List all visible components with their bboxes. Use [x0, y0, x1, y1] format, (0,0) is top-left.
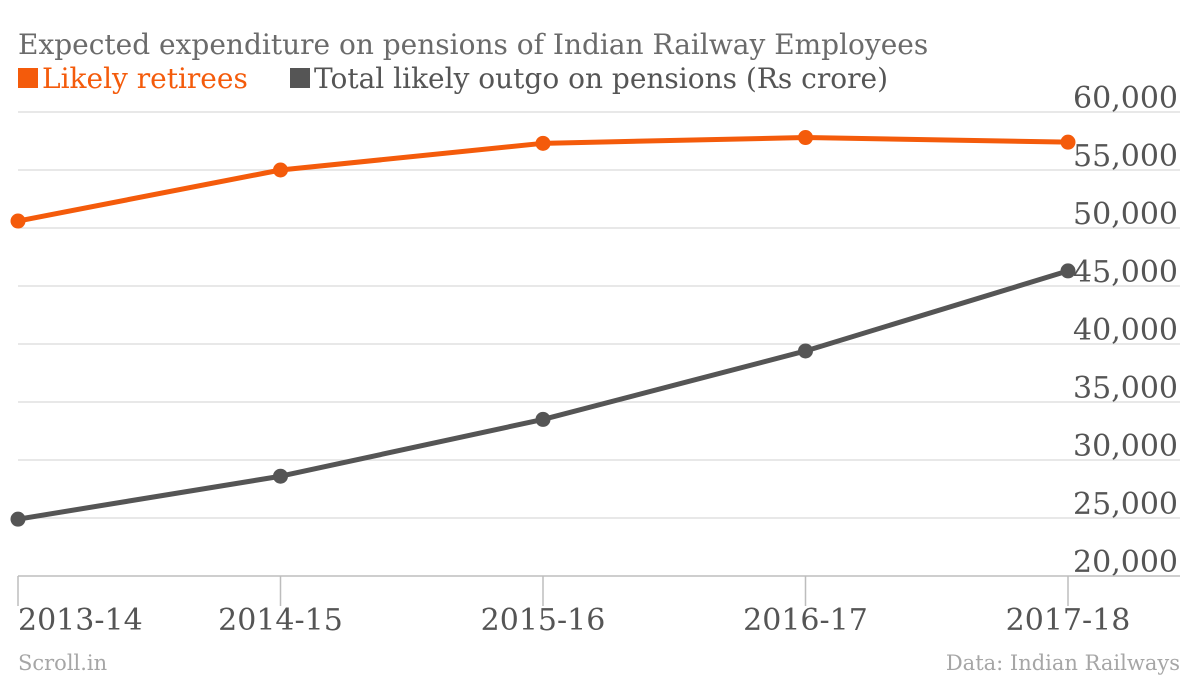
source-label: Data: Indian Railways: [946, 651, 1180, 675]
y-tick-label: 40,000: [1073, 313, 1178, 348]
legend-label-outgo: Total likely outgo on pensions (Rs crore…: [314, 62, 888, 95]
series-line-outgo: [15, 268, 1071, 522]
data-point-outgo: [798, 343, 813, 359]
x-tick-label: 2013-14: [18, 603, 143, 638]
data-point-retirees: [10, 213, 26, 229]
chart-title: Expected expenditure on pensions of Indi…: [18, 28, 928, 61]
y-tick-label: 55,000: [1073, 139, 1178, 174]
data-point-outgo: [535, 411, 551, 427]
y-tick-label: 35,000: [1073, 371, 1178, 406]
x-axis: 2013-14 2014-15 2015-16 2016-17 2017-18: [17, 575, 1180, 638]
legend: Likely retirees Total likely outgo on pe…: [18, 62, 888, 95]
y-tick-label: 30,000: [1073, 429, 1178, 464]
y-tick-label: 20,000: [1073, 545, 1178, 580]
data-point-outgo: [273, 468, 288, 484]
gridlines: [18, 111, 1180, 519]
y-tick-label: 60,000: [1073, 81, 1178, 116]
data-point-outgo: [1060, 263, 1076, 279]
x-tick-label: 2017-18: [1006, 603, 1131, 638]
legend-swatch-retirees: [18, 68, 38, 88]
credit-label: Scroll.in: [18, 651, 107, 675]
y-tick-label: 50,000: [1073, 197, 1178, 232]
series: [10, 130, 1076, 527]
x-tick-label: 2016-17: [743, 603, 868, 638]
data-point-retirees: [273, 162, 288, 178]
data-point-outgo: [10, 511, 26, 527]
legend-swatch-outgo: [290, 68, 310, 88]
data-point-retirees: [535, 135, 551, 151]
data-point-retirees: [798, 130, 813, 146]
data-point-retirees: [1060, 134, 1076, 150]
x-tick-label: 2014-15: [218, 603, 343, 638]
y-axis-tick-labels: 20,000 25,000 30,000 35,000 40,000 45,000 50,0…: [1073, 81, 1178, 580]
y-tick-label: 45,000: [1073, 255, 1178, 290]
x-tick-label: 2015-16: [481, 603, 606, 638]
y-tick-label: 25,000: [1073, 487, 1178, 522]
legend-label-retirees: Likely retirees: [42, 62, 248, 95]
